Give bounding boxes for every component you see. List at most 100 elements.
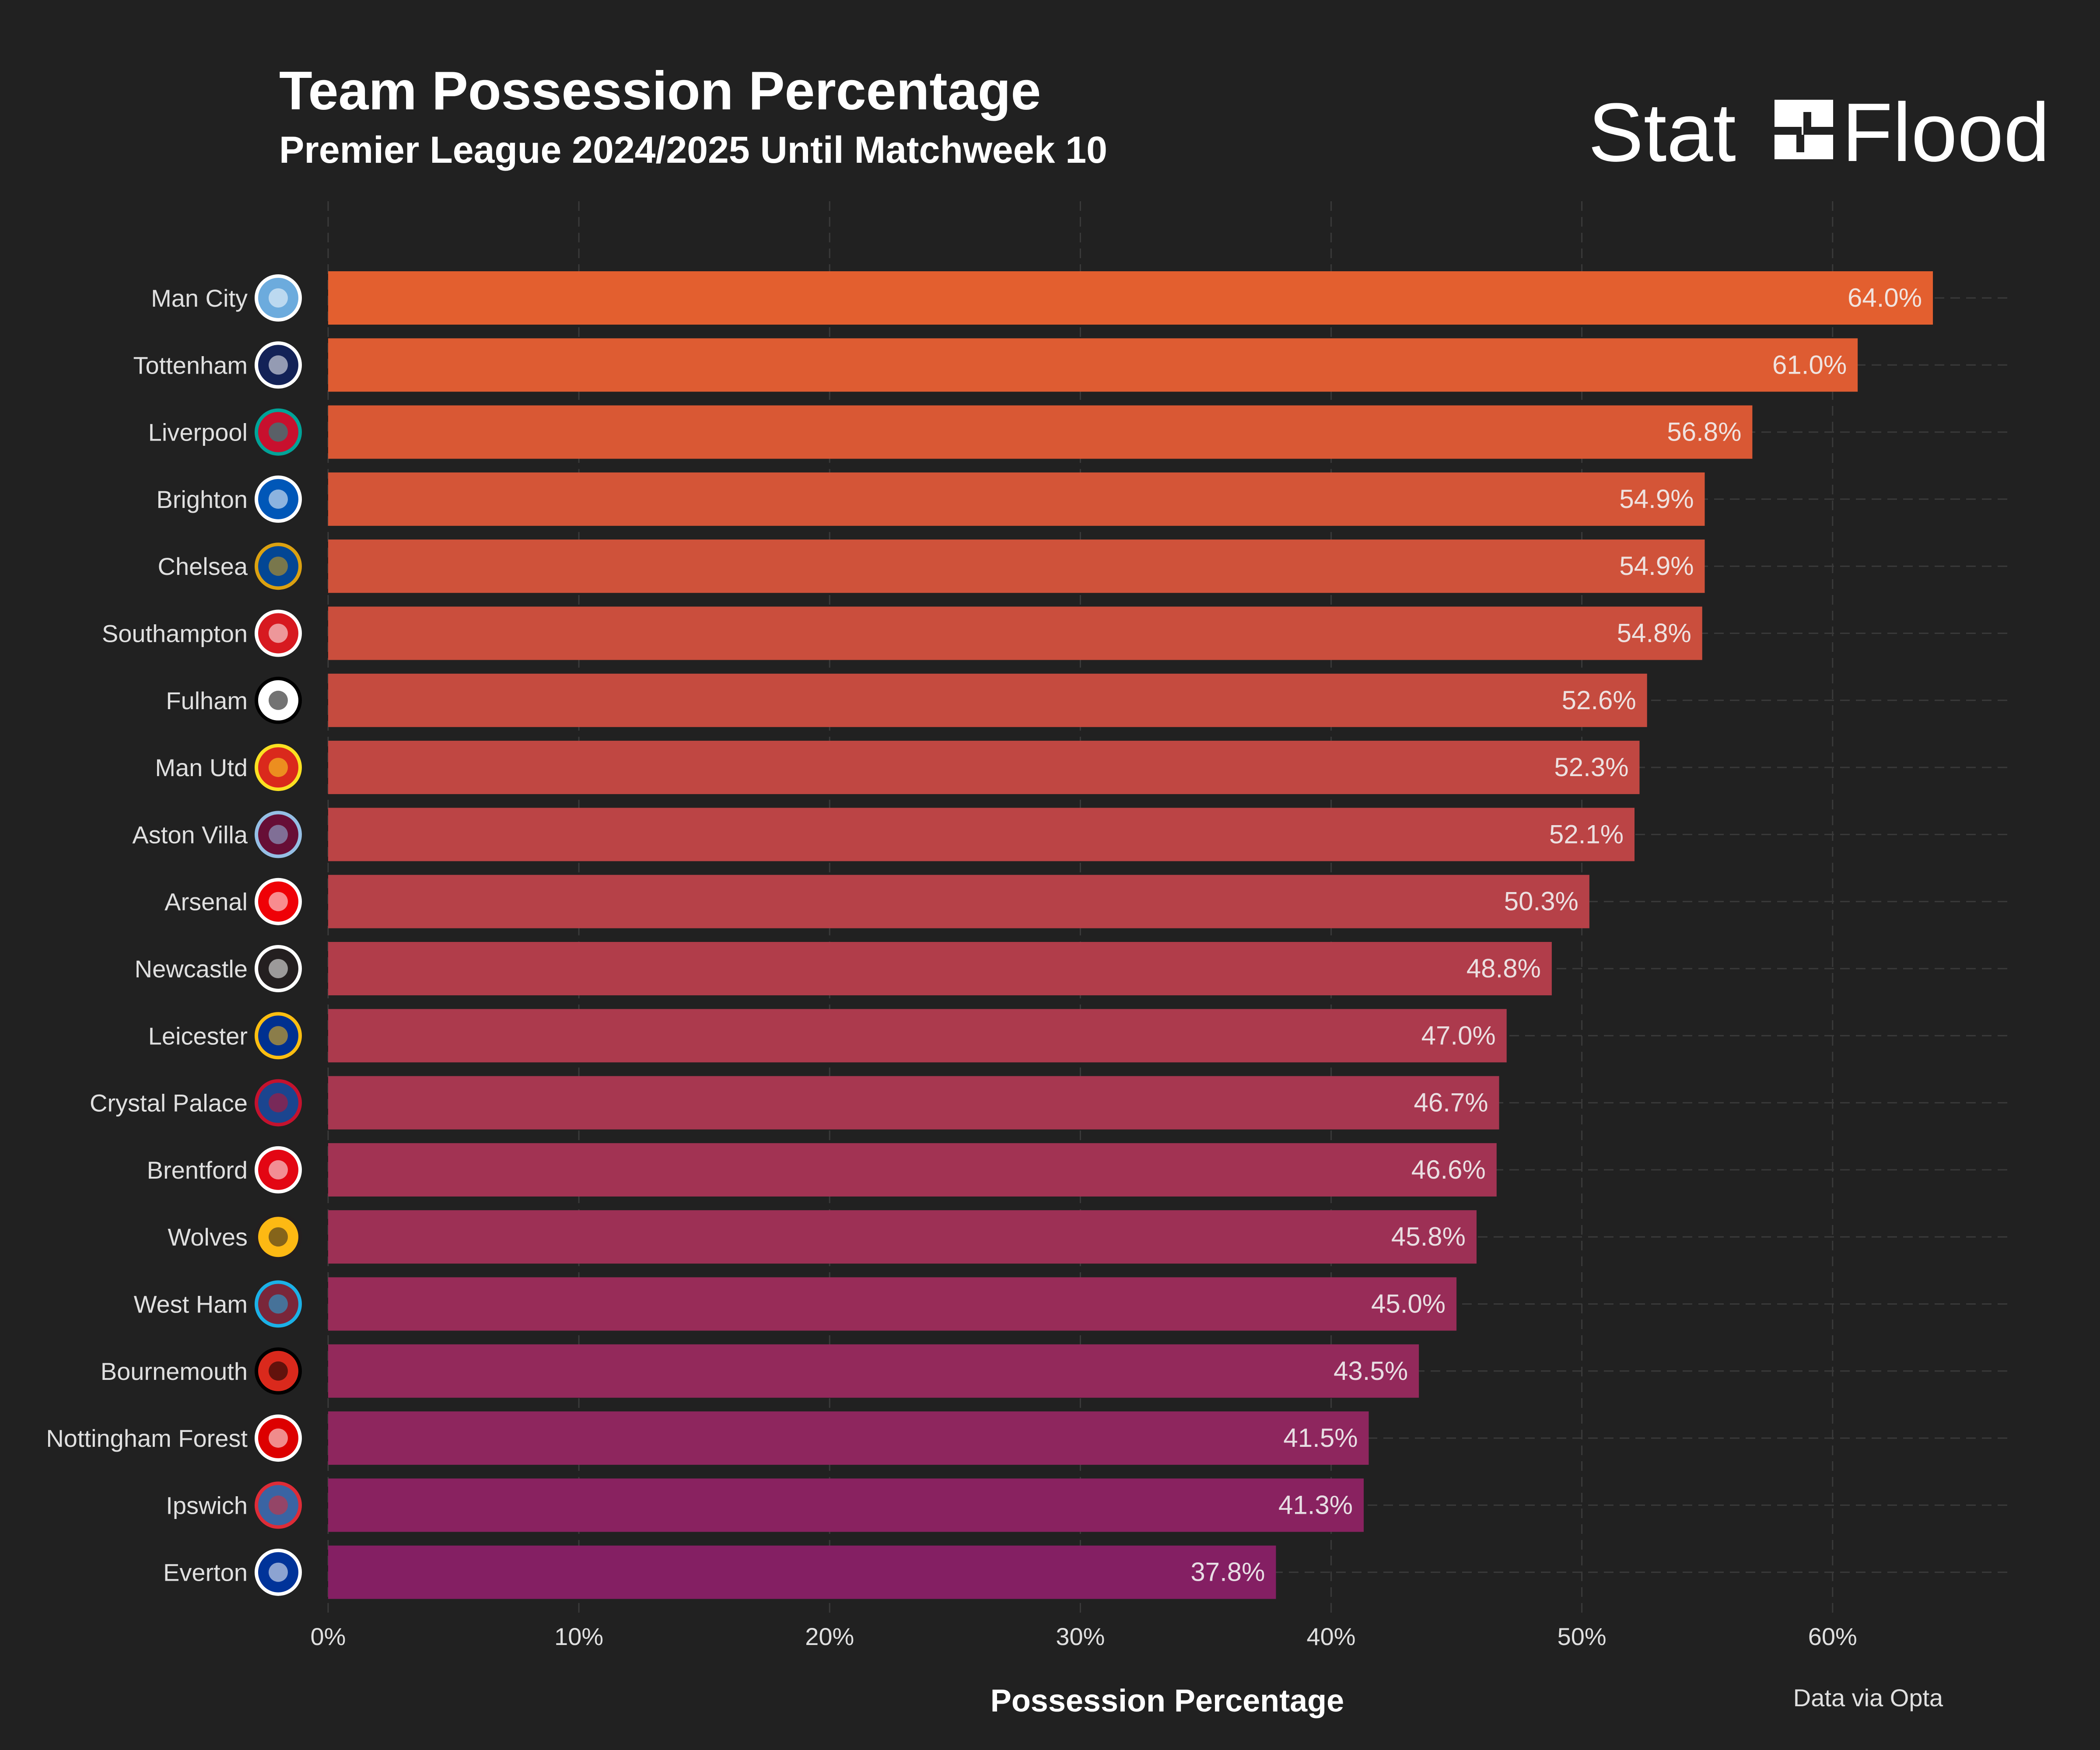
bar-value-label: 54.9% (1619, 484, 1694, 514)
bar-value-label: 64.0% (1848, 283, 1922, 312)
category-label: Crystal Palace (90, 1089, 248, 1117)
fulham-badge-icon-inner (269, 690, 288, 710)
bar (328, 741, 1640, 794)
bar (328, 942, 1552, 995)
southampton-badge-icon (255, 609, 302, 657)
bar (328, 472, 1705, 526)
newcastle-badge-icon-inner (269, 959, 288, 978)
bar (328, 1344, 1419, 1398)
x-tick-label: 20% (805, 1623, 854, 1650)
category-label: Tottenham (133, 351, 248, 379)
brand-logo-icon (1774, 100, 1833, 159)
aston-villa-badge-icon-inner (269, 825, 288, 844)
category-label: Everton (163, 1559, 248, 1586)
category-label: Liverpool (148, 419, 248, 446)
chart-title: Team Possession Percentage (279, 61, 1041, 121)
bar (328, 1545, 1276, 1599)
west-ham-badge-icon-inner (269, 1294, 288, 1314)
bar (328, 338, 1858, 392)
category-label: Nottingham Forest (46, 1424, 248, 1452)
bar (328, 405, 1753, 459)
liverpool-badge-icon-inner (269, 422, 288, 442)
category-label: Aston Villa (132, 821, 248, 848)
category-label: Arsenal (164, 888, 248, 916)
tottenham-badge-icon-inner (269, 355, 288, 375)
ipswich-badge-icon-inner (269, 1495, 288, 1515)
bar (328, 606, 1702, 660)
bar (328, 1411, 1369, 1465)
man-utd-badge-icon-inner (269, 758, 288, 777)
bar-value-label: 52.3% (1554, 752, 1628, 782)
x-axis-ticks: 0% 10% 20% 30% 40% 50% 60% (311, 1623, 1857, 1650)
category-label: Leicester (148, 1022, 248, 1050)
aston-villa-badge-icon (255, 811, 302, 858)
bar (328, 875, 1589, 928)
bar-value-label: 46.6% (1411, 1155, 1486, 1184)
bar (328, 1076, 1499, 1130)
bar-value-label: 41.5% (1283, 1423, 1358, 1452)
chart-subtitle: Premier League 2024/2025 Until Matchweek… (279, 129, 1107, 171)
category-label: Brighton (156, 486, 248, 513)
x-axis-label: Possession Percentage (990, 1684, 1344, 1718)
category-label: Wolves (168, 1223, 248, 1251)
category-label: West Ham (134, 1291, 248, 1318)
chelsea-badge-icon (255, 542, 302, 590)
bar-value-label: 48.8% (1466, 954, 1541, 983)
bar-value-label: 56.8% (1667, 417, 1741, 447)
bar-value-label: 54.8% (1617, 619, 1691, 648)
bar-value-label: 47.0% (1421, 1021, 1496, 1050)
category-label: Chelsea (158, 553, 248, 580)
category-label: Newcastle (135, 955, 248, 983)
man-utd-badge-icon (255, 744, 302, 791)
bar (328, 808, 1635, 861)
bar-value-label: 37.8% (1190, 1558, 1265, 1587)
bars: 64.0% 61.0% 56.8% 54.9% 54.9% 54.8% 52.6% 52.3%… (328, 271, 1933, 1599)
bar-value-label: 41.3% (1278, 1490, 1353, 1519)
leicester-badge-icon (255, 1012, 302, 1060)
bar-value-label: 52.1% (1549, 819, 1624, 849)
bournemouth-badge-icon-inner (269, 1361, 288, 1381)
arsenal-badge-icon (255, 878, 302, 925)
team-badges (255, 274, 302, 1596)
bar (328, 271, 1933, 325)
bar (328, 1478, 1364, 1532)
category-label: Man Utd (155, 754, 248, 781)
brand-logo-left-text: Stat (1588, 86, 1736, 179)
category-labels: Man City Tottenham Liverpool Brighton Chelse… (46, 284, 248, 1586)
nottingham-forest-badge-icon-inner (269, 1428, 288, 1448)
category-label: Ipswich (166, 1491, 248, 1519)
wolves-badge-icon-inner (269, 1227, 288, 1247)
bournemouth-badge-icon (255, 1347, 302, 1395)
bar-value-label: 52.6% (1562, 686, 1636, 715)
bar-value-label: 45.0% (1371, 1289, 1446, 1319)
bar-value-label: 54.9% (1619, 551, 1694, 581)
leicester-badge-icon-inner (269, 1026, 288, 1046)
bar-value-label: 50.3% (1504, 887, 1578, 916)
crystal-palace-badge-icon (255, 1079, 302, 1127)
chelsea-badge-icon-inner (269, 556, 288, 576)
liverpool-badge-icon (255, 408, 302, 456)
brand-logo: Stat Flood (1588, 86, 2050, 179)
arsenal-badge-icon-inner (269, 892, 288, 911)
bar-value-label: 45.8% (1391, 1222, 1466, 1251)
brentford-badge-icon (255, 1146, 302, 1194)
southampton-badge-icon-inner (269, 623, 288, 643)
bar-value-label: 46.7% (1414, 1088, 1488, 1117)
brand-logo-right-text: Flood (1842, 86, 2050, 179)
bar (328, 1009, 1507, 1063)
category-label: Fulham (166, 687, 248, 714)
everton-badge-icon (255, 1548, 302, 1596)
x-tick-label: 40% (1306, 1623, 1355, 1650)
category-label: Bournemouth (101, 1358, 248, 1385)
tottenham-badge-icon (255, 341, 302, 389)
man-city-badge-icon (255, 274, 302, 322)
newcastle-badge-icon (255, 945, 302, 992)
ipswich-badge-icon (255, 1481, 302, 1529)
brighton-badge-icon-inner (269, 489, 288, 509)
category-label: Southampton (102, 620, 248, 648)
brentford-badge-icon-inner (269, 1160, 288, 1180)
nottingham-forest-badge-icon (255, 1414, 302, 1462)
bar (328, 1277, 1457, 1331)
